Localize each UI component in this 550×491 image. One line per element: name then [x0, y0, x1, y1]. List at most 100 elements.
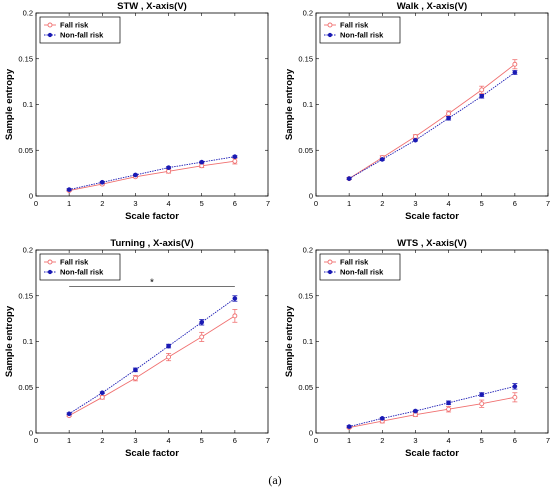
y-tick-label: 0.2 — [303, 246, 313, 255]
x-tick-label: 0 — [34, 199, 38, 208]
y-tick-label: 0.15 — [298, 54, 313, 63]
series-line — [69, 160, 235, 191]
figure-caption: (a) — [268, 473, 281, 487]
x-tick-label: 4 — [446, 436, 450, 445]
y-tick-label: 0 — [309, 429, 313, 438]
x-tick-label: 3 — [413, 199, 417, 208]
legend-box — [319, 16, 401, 44]
chart-panel: Walk , X-axis(V) 0 1 2 3 4 5 6 7 0 0.05 0.1 0.15 0.2 S… — [284, 1, 550, 222]
data-point — [479, 87, 485, 93]
y-tick-label: 0.2 — [23, 246, 33, 255]
chart-title: Walk , X-axis(V) — [397, 1, 467, 12]
chart-panel: WTS , X-axis(V) 0 1 2 3 4 5 6 7 0 0.05 0.1 0.15 0.2 Sc… — [284, 238, 550, 459]
series-line — [68, 315, 236, 417]
series-line — [69, 156, 235, 191]
legend-label: Fall risk — [60, 21, 89, 30]
data-point — [346, 424, 352, 429]
legend-box — [39, 16, 121, 44]
data-point — [166, 165, 171, 170]
data-point — [512, 70, 518, 75]
x-tick-label: 0 — [314, 199, 318, 208]
series-line — [348, 72, 516, 180]
chart-panel: Turning , X-axis(V) 0 1 2 3 4 5 6 7 0 0.05 0.1 0.15 0… — [4, 238, 270, 459]
data-point — [133, 172, 138, 178]
x-tick-label: 2 — [380, 199, 384, 208]
plot-area — [35, 249, 269, 434]
y-tick-label: 0.15 — [298, 291, 313, 300]
x-tick-label: 3 — [133, 199, 137, 208]
x-tick-label: 3 — [133, 436, 137, 445]
series-non-fall-risk — [66, 295, 238, 417]
x-tick-label: 6 — [233, 199, 237, 208]
legend-label: Non-fall risk — [60, 268, 104, 277]
data-point — [232, 296, 238, 301]
y-tick-label: 0 — [29, 192, 33, 201]
data-point — [232, 158, 238, 164]
legend-marker — [47, 259, 53, 265]
legend-marker — [47, 32, 53, 38]
data-point — [346, 176, 352, 181]
y-tick-label: 0.1 — [303, 337, 313, 346]
data-point — [99, 394, 105, 400]
x-tick-label: 3 — [413, 436, 417, 445]
data-point — [413, 137, 418, 143]
legend-label: Non-fall risk — [340, 268, 384, 277]
legend-label: Fall risk — [340, 258, 369, 267]
x-axis-label: Scale factor — [125, 448, 179, 459]
x-tick-label: 4 — [166, 199, 170, 208]
series-non-fall-risk — [346, 383, 518, 429]
y-tick-label: 0.05 — [298, 383, 313, 392]
x-tick-label: 5 — [480, 199, 484, 208]
x-tick-label: 6 — [513, 436, 517, 445]
plot-area — [35, 12, 269, 197]
series-non-fall-risk — [346, 70, 518, 181]
x-tick-label: 1 — [347, 436, 351, 445]
y-axis-label: Sample entropy — [4, 68, 15, 140]
data-point — [413, 408, 418, 414]
data-point — [479, 93, 485, 99]
y-tick-label: 0.05 — [18, 383, 33, 392]
y-axis-label: Sample entropy — [284, 68, 295, 140]
x-tick-label: 7 — [266, 436, 270, 445]
x-tick-label: 2 — [100, 436, 104, 445]
x-axis-label: Scale factor — [405, 448, 459, 459]
x-axis-label: Scale factor — [405, 211, 459, 222]
data-point — [446, 400, 451, 406]
legend-label: Fall risk — [340, 21, 369, 30]
data-point — [199, 159, 205, 165]
legend-box — [319, 253, 401, 281]
x-tick-label: 2 — [380, 436, 384, 445]
series-line — [349, 385, 515, 428]
legend-label: Non-fall risk — [60, 31, 104, 40]
legend-marker — [47, 22, 53, 28]
y-axis-label: Sample entropy — [4, 305, 15, 377]
data-point — [199, 334, 205, 340]
x-tick-label: 1 — [67, 436, 71, 445]
plot-area — [315, 249, 549, 434]
x-axis-label: Scale factor — [125, 211, 179, 222]
legend-marker — [327, 269, 333, 275]
series-line — [348, 63, 516, 179]
series-line — [68, 298, 236, 415]
data-point — [232, 313, 238, 319]
x-tick-label: 2 — [100, 199, 104, 208]
chart-panel: STW , X-axis(V) 0 1 2 3 4 5 6 7 0 0.05 0.1 0.15 0.2 Sc… — [4, 1, 270, 222]
y-tick-label: 0 — [309, 192, 313, 201]
x-tick-label: 0 — [34, 436, 38, 445]
x-tick-label: 4 — [166, 436, 170, 445]
x-tick-label: 0 — [314, 436, 318, 445]
x-tick-label: 5 — [480, 436, 484, 445]
legend-box — [39, 253, 121, 281]
series-line — [349, 396, 515, 428]
data-point — [379, 157, 385, 162]
significance-marker: * — [150, 278, 154, 289]
x-tick-label: 7 — [546, 436, 550, 445]
legend-marker — [47, 269, 53, 275]
x-tick-label: 7 — [546, 199, 550, 208]
data-point — [166, 354, 172, 360]
data-point — [479, 392, 485, 397]
data-point — [446, 115, 451, 121]
